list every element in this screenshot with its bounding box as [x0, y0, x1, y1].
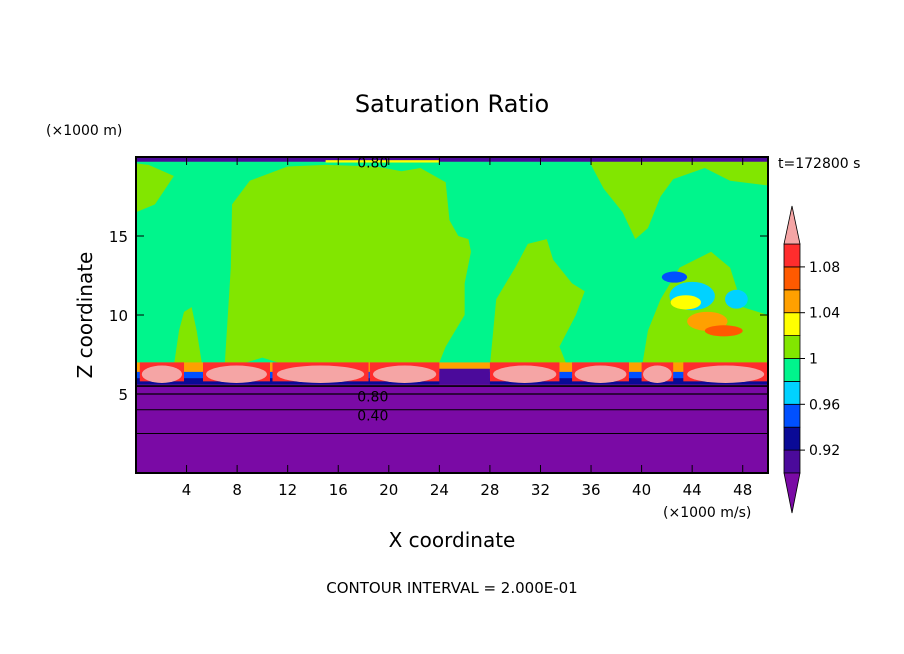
region-top-band [325, 160, 440, 163]
colorbar-bin [783, 449, 801, 474]
region-cloud-core-over [687, 365, 765, 383]
colorbar-bin [783, 266, 801, 291]
region-supersaturated [173, 307, 210, 366]
colorbar-bin [783, 380, 801, 405]
x-tick-label: 24 [430, 481, 449, 499]
colorbar-under-arrow [783, 472, 801, 514]
colorbar-over-arrow [783, 205, 801, 245]
y-tick-label: 15 [109, 228, 128, 246]
x-tick-label: 36 [581, 481, 600, 499]
region-layer [136, 362, 768, 372]
colorbar-bin [783, 335, 801, 359]
region-cloud-core-over [373, 365, 437, 383]
contour-interval-note: CONTOUR INTERVAL = 2.000E-01 [326, 579, 577, 597]
colorbar: 0.92 0.96 1 1.04 1.08 [783, 205, 840, 514]
region-dry-layer [136, 384, 768, 473]
region-cloud-core-over [206, 365, 267, 383]
contour-label: 0.40 [357, 409, 388, 425]
colorbar-tick-label: 0.92 [809, 443, 840, 459]
y-axis-label: Z coordinate [73, 252, 97, 379]
region-cloud-core-over [276, 365, 365, 383]
y-tick-label: 10 [109, 307, 128, 325]
x-axis-label: X coordinate [389, 528, 516, 552]
x-tick-label: 16 [329, 481, 348, 499]
x-axis-ticks: 4 8 12 16 20 24 28 32 36 40 44 48 [182, 157, 752, 499]
colorbar-tick-label: 1 [809, 352, 818, 368]
x-tick-label: 40 [632, 481, 651, 499]
x-tick-label: 20 [379, 481, 398, 499]
region-cloud-core-over [574, 365, 627, 383]
colorbar-bin [783, 426, 801, 451]
x-tick-label: 32 [531, 481, 550, 499]
contour-label: 0.80 [357, 156, 388, 172]
region-patch [661, 271, 688, 283]
region-supersaturated [136, 163, 174, 213]
region-supersaturated [489, 239, 585, 369]
x-tick-label: 48 [733, 481, 752, 499]
region-patch [670, 295, 702, 310]
y-tick-label: 5 [118, 386, 128, 404]
colorbar-bin [783, 403, 801, 428]
x-tick-label: 8 [232, 481, 242, 499]
region-supersaturated-main [224, 164, 471, 369]
colorbar-tick-label: 1.08 [809, 260, 840, 276]
colorbar-bin [783, 289, 801, 314]
x-tick-label: 28 [480, 481, 499, 499]
colorbar-bin [783, 243, 801, 268]
region-supersaturated-top [591, 158, 768, 240]
contour-field [136, 157, 768, 473]
x-tick-label: 4 [182, 481, 192, 499]
colorbar-bin [783, 358, 801, 382]
y-unit-label: (×1000 m) [46, 123, 122, 139]
colorbar-tick-label: 1.04 [809, 306, 840, 322]
y-axis-ticks: 5 10 15 [109, 228, 768, 404]
x-tick-label: 12 [278, 481, 297, 499]
region-cloud-core-over [493, 365, 557, 383]
region-dry-gap [439, 368, 490, 385]
colorbar-bin [783, 312, 801, 337]
chart-title: Saturation Ratio [355, 90, 549, 118]
colorbar-tick-label: 0.96 [809, 397, 840, 413]
region-top-dry [136, 157, 768, 162]
region-patch [725, 289, 748, 309]
contour-labels: 0.80 0.80 0.40 [357, 156, 388, 425]
contour-label: 0.80 [357, 390, 388, 406]
x-unit-label: (×1000 m/s) [663, 505, 751, 521]
region-patch [704, 325, 743, 337]
x-tick-label: 44 [683, 481, 702, 499]
region-cloud-core-over [141, 365, 183, 383]
region-cloud-core-over [643, 365, 672, 383]
time-label: t=172800 s [778, 156, 860, 172]
